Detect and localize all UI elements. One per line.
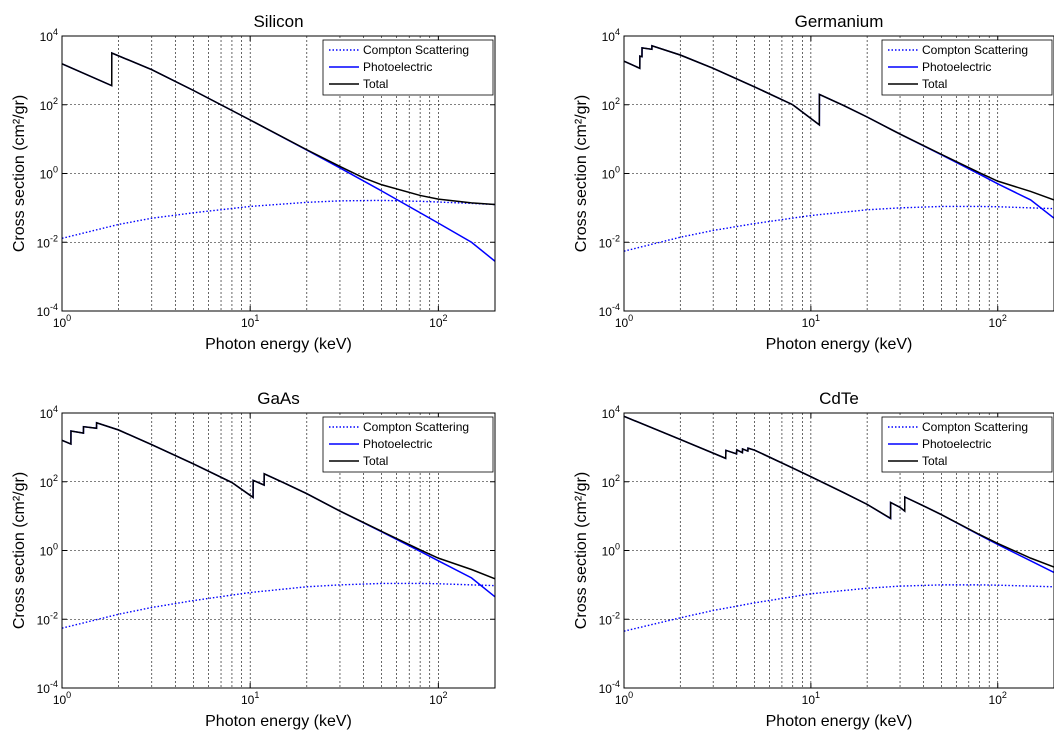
legend-label: Photoelectric bbox=[363, 60, 432, 74]
x-tick-label: 101 bbox=[241, 690, 259, 707]
legend-label: Total bbox=[922, 77, 947, 91]
x-axis-label: Photon energy (keV) bbox=[205, 336, 352, 353]
y-axis-label: Cross section (cm²/gr) bbox=[11, 472, 28, 629]
y-tick-label: 10-4 bbox=[599, 302, 620, 319]
chart-panel-germanium: 100 101 102 10-4 10-2 100 102 104 Germanium Photo… bbox=[573, 12, 1054, 353]
legend-label: Compton Scattering bbox=[363, 43, 469, 57]
legend: Compton Scattering Photoelectric Total bbox=[881, 416, 1053, 473]
series-compton-scattering bbox=[624, 205, 1054, 252]
x-tick-label: 102 bbox=[429, 313, 447, 330]
chart-title: Germanium bbox=[795, 12, 884, 31]
series-group bbox=[62, 421, 495, 629]
x-axis: 100 101 102 bbox=[53, 413, 448, 707]
series-group bbox=[624, 415, 1054, 632]
y-tick-label: 10-2 bbox=[599, 233, 620, 250]
x-tick-label: 101 bbox=[241, 313, 259, 330]
y-tick-label: 100 bbox=[602, 165, 620, 182]
legend: Compton Scattering Photoelectric Total bbox=[881, 39, 1053, 96]
x-axis: 100 101 102 bbox=[53, 36, 448, 330]
legend: Compton Scattering Photoelectric Total bbox=[322, 416, 494, 473]
series-group bbox=[624, 44, 1054, 252]
x-axis-label: Photon energy (keV) bbox=[766, 336, 913, 353]
y-tick-label: 10-2 bbox=[599, 610, 620, 627]
x-axis-label: Photon energy (keV) bbox=[766, 713, 913, 730]
chart-title: GaAs bbox=[257, 389, 300, 408]
legend-label: Compton Scattering bbox=[922, 420, 1028, 434]
y-tick-label: 104 bbox=[40, 404, 58, 421]
chart-panel-silicon: 100 101 102 10-4 10-2 100 102 104 Silicon Photon … bbox=[11, 12, 496, 353]
legend-label: Total bbox=[363, 454, 388, 468]
y-axis-label: Cross section (cm²/gr) bbox=[573, 472, 590, 629]
y-tick-label: 102 bbox=[602, 96, 620, 113]
x-tick-label: 101 bbox=[802, 313, 820, 330]
y-tick-label: 100 bbox=[40, 542, 58, 559]
series-total bbox=[624, 415, 1054, 568]
x-axis: 100 101 102 bbox=[615, 413, 1007, 707]
y-tick-label: 10-2 bbox=[37, 610, 58, 627]
legend-label: Photoelectric bbox=[922, 437, 991, 451]
x-tick-label: 101 bbox=[802, 690, 820, 707]
series-compton-scattering bbox=[62, 582, 495, 629]
y-tick-label: 100 bbox=[40, 165, 58, 182]
y-tick-label: 102 bbox=[40, 473, 58, 490]
legend-label: Photoelectric bbox=[922, 60, 991, 74]
chart-panel-cdte: 100 101 102 10-4 10-2 100 102 104 CdTe Photon ene… bbox=[573, 389, 1054, 730]
legend-label: Compton Scattering bbox=[922, 43, 1028, 57]
legend-label: Compton Scattering bbox=[363, 420, 469, 434]
series-total bbox=[62, 421, 495, 580]
series-total bbox=[624, 44, 1054, 201]
y-axis-label: Cross section (cm²/gr) bbox=[11, 95, 28, 252]
y-axis: 10-4 10-2 100 102 104 bbox=[599, 27, 1054, 319]
series-compton-scattering bbox=[62, 199, 495, 240]
y-tick-label: 10-4 bbox=[37, 679, 58, 696]
chart-title: Silicon bbox=[253, 12, 303, 31]
y-axis: 10-4 10-2 100 102 104 bbox=[37, 404, 495, 696]
y-axis: 10-4 10-2 100 102 104 bbox=[599, 404, 1054, 696]
y-tick-label: 102 bbox=[602, 473, 620, 490]
y-tick-label: 104 bbox=[602, 27, 620, 44]
y-tick-label: 10-4 bbox=[599, 679, 620, 696]
y-axis: 10-4 10-2 100 102 104 bbox=[37, 27, 495, 319]
y-tick-label: 104 bbox=[602, 404, 620, 421]
x-tick-label: 100 bbox=[53, 313, 71, 330]
x-tick-label: 102 bbox=[989, 313, 1007, 330]
x-tick-label: 102 bbox=[429, 690, 447, 707]
y-axis-label: Cross section (cm²/gr) bbox=[573, 95, 590, 252]
x-tick-label: 102 bbox=[989, 690, 1007, 707]
x-axis: 100 101 102 bbox=[615, 36, 1007, 330]
legend-label: Photoelectric bbox=[363, 437, 432, 451]
legend-label: Total bbox=[922, 454, 947, 468]
y-tick-label: 10-2 bbox=[37, 233, 58, 250]
y-tick-label: 100 bbox=[602, 542, 620, 559]
y-tick-label: 10-4 bbox=[37, 302, 58, 319]
series-total bbox=[62, 51, 495, 206]
series-group bbox=[62, 51, 495, 262]
x-axis-label: Photon energy (keV) bbox=[205, 713, 352, 730]
x-tick-label: 100 bbox=[53, 690, 71, 707]
x-tick-label: 100 bbox=[615, 313, 633, 330]
chart-title: CdTe bbox=[819, 389, 859, 408]
series-compton-scattering bbox=[624, 584, 1054, 632]
legend: Compton Scattering Photoelectric Total bbox=[322, 39, 494, 96]
y-tick-label: 102 bbox=[40, 96, 58, 113]
x-tick-label: 100 bbox=[615, 690, 633, 707]
y-tick-label: 104 bbox=[40, 27, 58, 44]
legend-label: Total bbox=[363, 77, 388, 91]
chart-panel-gaas: 100 101 102 10-4 10-2 100 102 104 GaAs Photon ene… bbox=[11, 389, 496, 730]
